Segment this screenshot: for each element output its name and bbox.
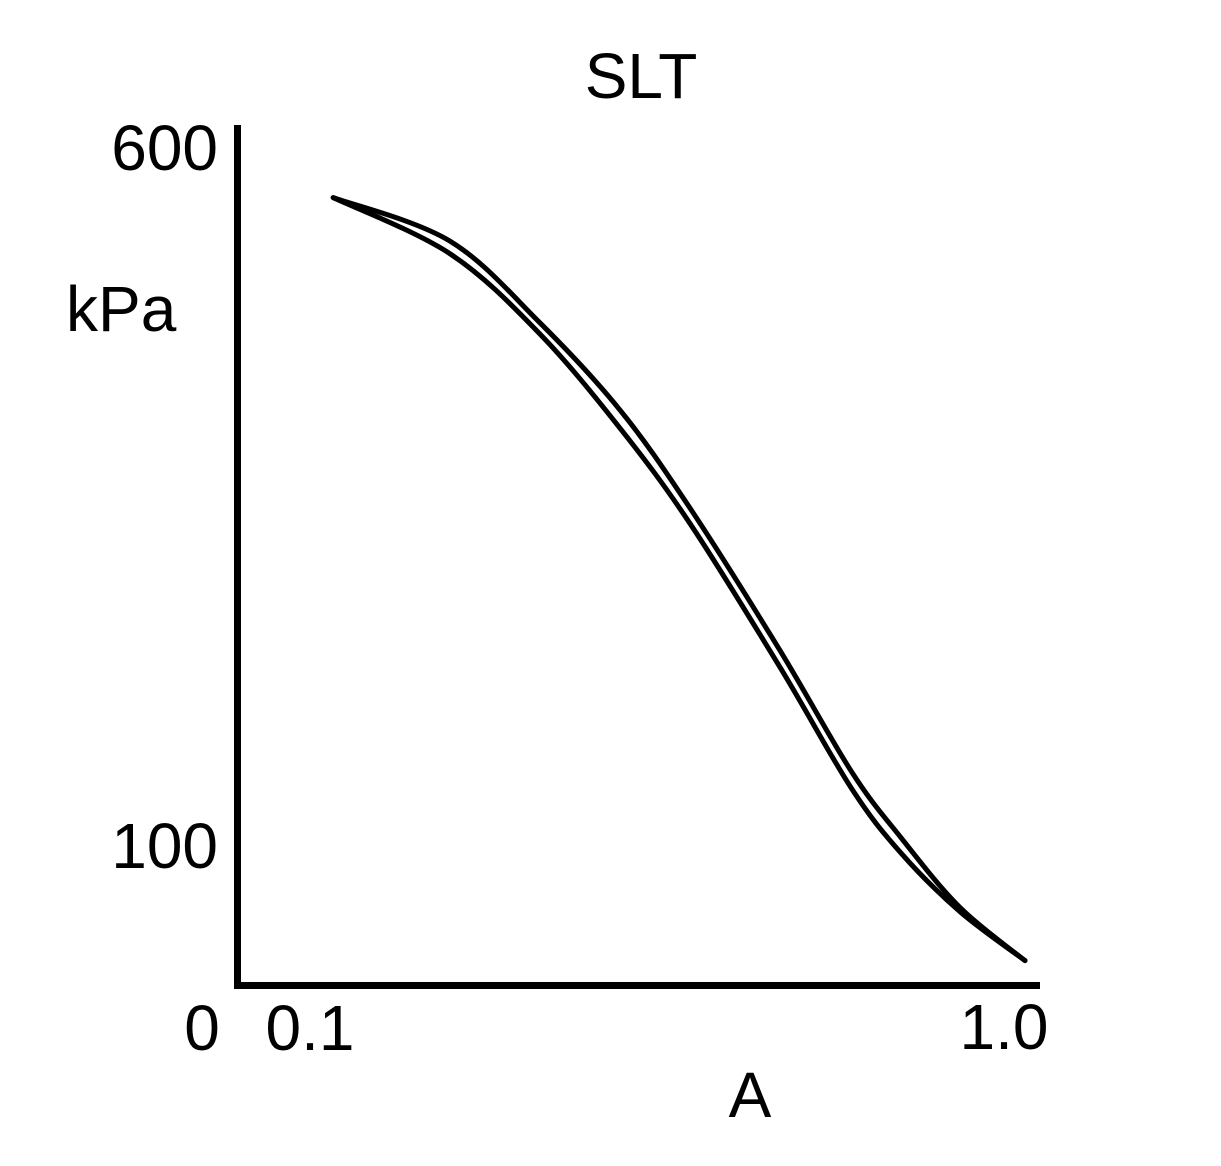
chart-title: SLT	[584, 40, 698, 112]
y-tick-label-600: 600	[111, 112, 218, 184]
x-axis-label: A	[728, 1059, 772, 1131]
y-axis-unit-label: kPa	[66, 273, 177, 345]
x-tick-label-1-0: 1.0	[959, 991, 1049, 1063]
y-axis-line	[234, 125, 241, 989]
x-tick-label-0-1: 0.1	[265, 992, 355, 1064]
y-tick-label-100: 100	[111, 810, 218, 882]
curve-upper-path	[330, 195, 1028, 964]
x-axis-line	[234, 982, 1040, 989]
x-tick-label-0: 0	[184, 992, 220, 1064]
curve-lower-path	[330, 195, 1028, 964]
